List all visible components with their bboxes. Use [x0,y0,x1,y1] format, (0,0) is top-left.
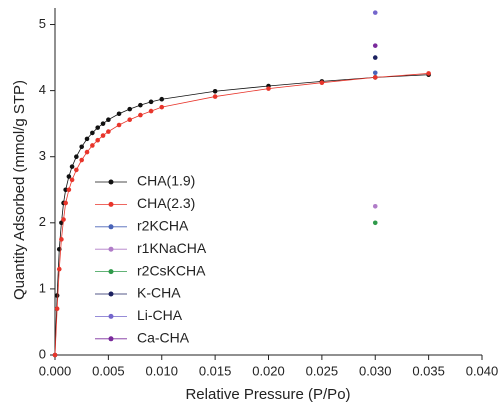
data-point [148,99,154,105]
data-point [138,112,143,118]
data-point [61,217,66,222]
data-point [95,125,100,130]
data-point [84,136,90,142]
data-point [212,88,218,94]
legend-label: r2CsKCHA [137,262,206,278]
legend-label: r2KCHA [137,218,189,234]
x-tick-label: 0.000 [39,363,72,378]
data-point [159,96,165,102]
data-point [106,117,111,123]
y-tick-label: 3 [39,148,46,163]
data-point [52,352,58,358]
data-point [426,71,431,76]
data-point [59,220,64,226]
data-point [66,174,72,179]
x-tick-label: 0.010 [145,363,178,378]
legend-swatch [108,179,114,185]
data-point [212,94,218,99]
x-tick-label: 0.025 [306,363,339,378]
x-tick-label: 0.020 [252,363,285,378]
data-point [74,154,79,160]
data-point [95,137,100,143]
legend-swatch [108,336,114,342]
data-point [127,106,133,112]
legend-swatch [108,291,114,297]
legend-swatch [108,269,114,275]
data-point [372,220,378,226]
data-point [372,203,378,209]
data-point [372,75,378,80]
data-point [66,187,72,193]
data-point [127,117,133,123]
data-point [59,237,64,242]
x-tick-label: 0.030 [359,363,392,378]
data-point [116,122,122,128]
data-point [106,129,111,134]
data-point [372,10,378,15]
legend-swatch [108,246,114,252]
data-point [90,130,95,136]
data-point [54,293,60,298]
legend-label: CHA(2.3) [137,195,195,211]
x-tick-label: 0.035 [412,363,445,378]
data-point [84,149,90,155]
y-axis-label: Quantity Adsorbed (mmol/g STP) [11,80,28,300]
y-tick-label: 0 [39,346,46,361]
data-point [90,143,95,148]
data-point [372,43,378,48]
data-point [63,187,68,193]
legend-label: r1KNaCHA [137,240,207,256]
data-point [100,121,106,126]
data-point [372,70,378,76]
data-point [54,306,60,312]
legend-label: Li-CHA [137,307,183,323]
data-point [69,177,75,183]
data-point [100,133,106,138]
legend-swatch [108,201,114,207]
data-point [319,80,325,85]
y-tick-label: 4 [39,82,46,97]
x-tick-label: 0.040 [466,363,499,378]
data-point [138,102,143,108]
y-tick-label: 5 [39,16,46,31]
legend-label: Ca-CHA [137,330,190,346]
legend-swatch [108,224,114,230]
legend-label: K-CHA [137,285,181,301]
series-line [54,73,429,356]
data-point [79,144,84,150]
legend-label: CHA(1.9) [137,173,195,189]
series-line [54,74,429,356]
data-point [372,55,378,60]
x-axis-label: Relative Pressure (P/Po) [185,386,350,403]
data-point [116,111,122,117]
data-point [79,157,84,163]
y-tick-label: 1 [39,280,46,295]
data-point [63,200,68,206]
x-tick-label: 0.015 [199,363,232,378]
x-tick-label: 0.005 [92,363,125,378]
y-tick-label: 2 [39,214,46,229]
data-point [159,104,165,110]
data-point [56,266,62,272]
data-point [74,167,79,173]
data-point [266,86,271,91]
data-point [69,164,75,169]
legend-swatch [108,313,114,319]
data-point [148,108,154,114]
